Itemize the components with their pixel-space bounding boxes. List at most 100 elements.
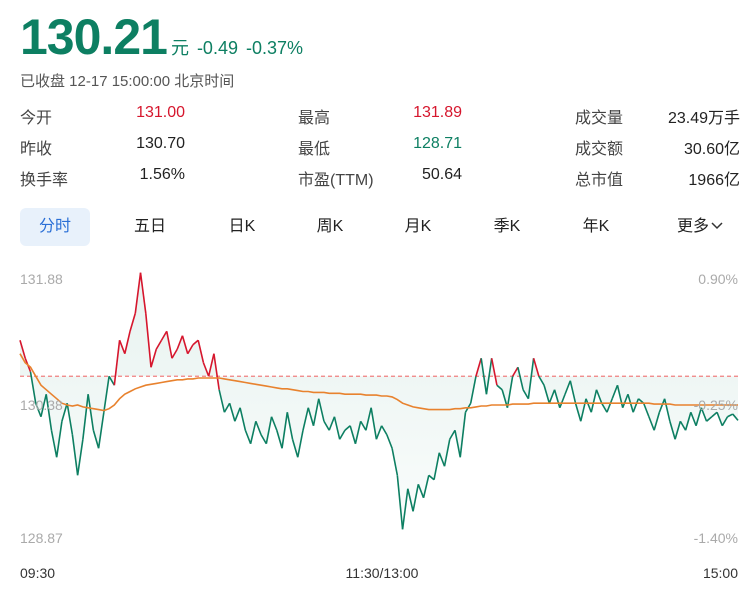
price-segment <box>197 340 205 363</box>
price-segment <box>496 384 503 391</box>
price-segment <box>134 272 142 314</box>
price-segment <box>113 340 121 386</box>
price-segment <box>359 420 367 431</box>
price-segment <box>307 407 315 426</box>
price-segment <box>87 394 95 431</box>
price-segment <box>407 488 414 512</box>
price-segment <box>333 416 341 440</box>
price-segment <box>244 429 252 445</box>
price-segment <box>218 389 226 413</box>
price-segment <box>312 398 320 426</box>
price-segment <box>601 402 608 413</box>
price-segment <box>412 484 420 512</box>
price-segment <box>433 452 441 480</box>
tab-monthly-k[interactable]: 月K <box>404 218 432 235</box>
price-segment <box>401 488 409 530</box>
price-segment <box>553 389 561 408</box>
price-segment <box>632 398 640 413</box>
price-segment <box>296 430 304 458</box>
stat-label: 昨收 <box>20 141 53 158</box>
price-unit: 元 <box>170 38 189 58</box>
price-segment <box>124 331 131 354</box>
price-segment <box>103 376 110 413</box>
y-tick-left: 128.87 <box>20 530 63 546</box>
tab-more[interactable]: 更多 <box>660 208 740 246</box>
price-segment <box>228 403 236 422</box>
price-segment <box>365 407 372 431</box>
price-area <box>20 272 738 530</box>
price-segment <box>181 335 189 354</box>
price-segment <box>716 411 724 427</box>
price-segment <box>517 367 524 390</box>
price-segment <box>663 398 671 422</box>
stat-value: 23.49万手 <box>667 110 740 127</box>
price-segment <box>108 375 116 386</box>
price-area-fill <box>20 272 738 530</box>
price-segment <box>459 412 467 458</box>
x-tick: 15:00 <box>703 565 738 581</box>
stats-row: 换手率 1.56% 市盈(TTM) 50.64 总市值 1966亿 <box>20 166 740 197</box>
price-segment <box>354 421 362 444</box>
price-segment <box>590 389 598 413</box>
market-status: 已收盘 12-17 15:00:00 北京时间 <box>20 73 235 90</box>
price-segment <box>207 353 215 377</box>
chevron-down-icon <box>711 222 723 230</box>
price-segment <box>706 416 713 422</box>
stat-value: 1966亿 <box>688 172 740 189</box>
stat-label: 最高 <box>298 110 331 127</box>
y-tick-left: 131.88 <box>20 271 63 287</box>
price-segment <box>475 358 482 377</box>
stats-row: 昨收 130.70 最低 128.71 成交额 30.60亿 <box>20 135 740 166</box>
stat-value: 30.60亿 <box>683 141 740 158</box>
price-segment <box>317 398 325 422</box>
price-segment <box>721 416 729 427</box>
y-tick-right: -0.25% <box>694 397 738 413</box>
tab-intraday[interactable]: 分时 <box>20 208 90 246</box>
price-segment <box>621 393 629 409</box>
x-tick: 09:30 <box>20 565 55 581</box>
price-segment <box>606 398 613 413</box>
price-segment <box>202 362 210 377</box>
price-segment <box>234 407 241 422</box>
price-segment <box>192 339 199 346</box>
price-segment <box>648 416 655 431</box>
price-segment <box>642 402 650 418</box>
price-segment <box>396 475 404 530</box>
price-segment <box>61 403 68 422</box>
price-segment <box>223 402 231 413</box>
price-segment <box>50 430 58 458</box>
tab-weekly-k[interactable]: 周K <box>316 218 344 235</box>
stat-value: 130.70 <box>136 135 185 152</box>
price-segment <box>171 348 178 359</box>
price-segment <box>92 430 100 449</box>
price-segment <box>380 425 388 436</box>
tab-five-day[interactable]: 五日 <box>133 218 166 235</box>
price-segment <box>695 407 703 426</box>
price-segment <box>417 483 425 499</box>
price-line <box>19 272 739 530</box>
price-segment <box>422 475 430 498</box>
price-segment <box>29 371 37 404</box>
price-segment <box>564 380 572 395</box>
price-segment <box>97 412 105 449</box>
price-segment <box>239 407 247 431</box>
price-segment <box>249 421 257 444</box>
price-segment <box>118 339 126 355</box>
tab-daily-k[interactable]: 日K <box>228 218 256 235</box>
price-segment <box>732 413 739 421</box>
tab-yearly-k[interactable]: 年K <box>582 218 610 235</box>
price-segment <box>339 429 346 440</box>
price-segment <box>684 412 692 431</box>
price-segment <box>585 398 593 413</box>
stat-label: 最低 <box>298 141 331 158</box>
price-segment <box>213 353 220 390</box>
price-segment <box>155 339 163 350</box>
price-segment <box>679 420 687 431</box>
stat-value: 50.64 <box>421 166 462 183</box>
stat-label: 总市值 <box>575 172 624 189</box>
price-change: -0.49 <box>196 38 238 58</box>
tab-quarterly-k[interactable]: 季K <box>493 218 521 235</box>
price-segment <box>559 393 566 409</box>
price-segment <box>469 376 477 404</box>
price-segment <box>323 420 330 431</box>
